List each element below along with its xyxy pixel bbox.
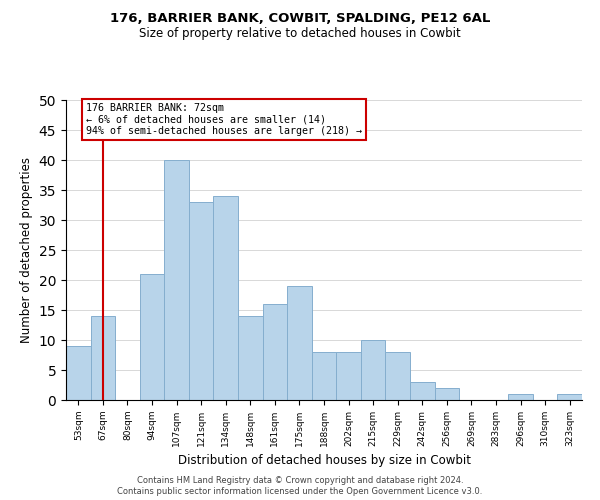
Bar — [66, 346, 91, 400]
Bar — [287, 286, 312, 400]
Bar — [238, 316, 263, 400]
Text: Size of property relative to detached houses in Cowbit: Size of property relative to detached ho… — [139, 28, 461, 40]
Text: Contains public sector information licensed under the Open Government Licence v3: Contains public sector information licen… — [118, 488, 482, 496]
Bar — [336, 352, 361, 400]
Bar — [91, 316, 115, 400]
Bar — [263, 304, 287, 400]
X-axis label: Distribution of detached houses by size in Cowbit: Distribution of detached houses by size … — [178, 454, 470, 468]
Bar — [385, 352, 410, 400]
Text: Contains HM Land Registry data © Crown copyright and database right 2024.: Contains HM Land Registry data © Crown c… — [137, 476, 463, 485]
Bar — [164, 160, 189, 400]
Bar — [214, 196, 238, 400]
Bar — [361, 340, 385, 400]
Bar — [508, 394, 533, 400]
Bar — [189, 202, 214, 400]
Text: 176 BARRIER BANK: 72sqm
← 6% of detached houses are smaller (14)
94% of semi-det: 176 BARRIER BANK: 72sqm ← 6% of detached… — [86, 103, 362, 136]
Text: 176, BARRIER BANK, COWBIT, SPALDING, PE12 6AL: 176, BARRIER BANK, COWBIT, SPALDING, PE1… — [110, 12, 490, 26]
Bar — [557, 394, 582, 400]
Bar — [434, 388, 459, 400]
Bar — [312, 352, 336, 400]
Y-axis label: Number of detached properties: Number of detached properties — [20, 157, 33, 343]
Bar — [140, 274, 164, 400]
Bar — [410, 382, 434, 400]
